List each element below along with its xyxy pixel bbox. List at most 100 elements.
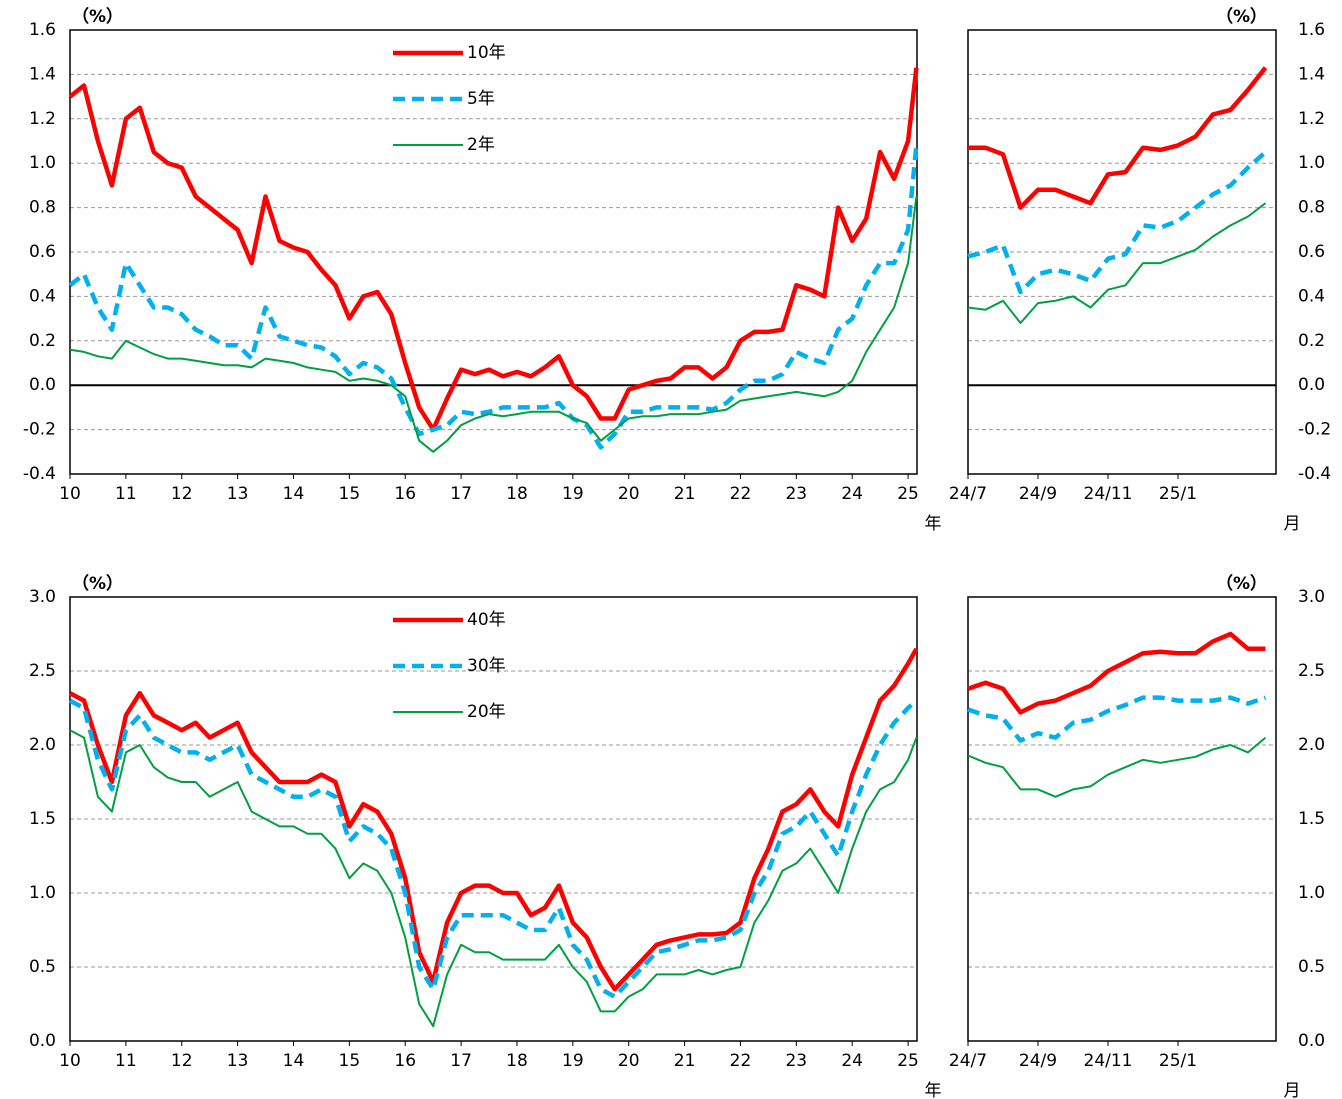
y-tick-label: 1.6 xyxy=(1298,20,1325,40)
y-tick-label: 0.5 xyxy=(29,957,56,977)
y-tick-label: 2.5 xyxy=(29,661,56,681)
y-unit: （%） xyxy=(72,6,123,27)
x-tick-label: 24/7 xyxy=(949,484,987,504)
plot-frame xyxy=(69,596,918,1042)
y-tick-label: 1.0 xyxy=(29,153,56,173)
x-tick-label: 10 xyxy=(59,484,81,504)
y-tick-label: 0.2 xyxy=(1298,331,1325,351)
x-tick-label: 10 xyxy=(59,1051,81,1071)
legend-label: 2年 xyxy=(467,135,495,155)
x-tick-label: 23 xyxy=(785,484,807,504)
y-tick-label: 1.0 xyxy=(29,883,56,903)
x-tick-label: 14 xyxy=(283,1051,305,1071)
legend-label: 5年 xyxy=(467,89,495,109)
x-tick-label: 15 xyxy=(339,1051,361,1071)
x-tick-label: 24/9 xyxy=(1019,1051,1057,1071)
y-tick-label: 2.5 xyxy=(1298,661,1325,681)
series-line xyxy=(967,202,1267,324)
y-tick-label: 1.4 xyxy=(1298,64,1325,84)
x-tick-label: 18 xyxy=(506,484,528,504)
x-tick-label: 14 xyxy=(283,484,305,504)
x-tick-label: 17 xyxy=(450,1051,472,1071)
y-tick-label: 0.4 xyxy=(1298,286,1325,306)
series-line xyxy=(69,196,918,453)
x-tick-label: 13 xyxy=(227,1051,249,1071)
series-line xyxy=(68,67,919,432)
x-tick-label: 19 xyxy=(562,484,584,504)
y-unit: （%） xyxy=(72,573,123,594)
y-unit: （%） xyxy=(1216,573,1267,594)
x-tick-label: 24 xyxy=(841,1051,863,1071)
x-tick-label: 18 xyxy=(506,1051,528,1071)
x-tick-label: 22 xyxy=(730,484,752,504)
plot-frame xyxy=(967,29,1277,475)
x-tick-label: 13 xyxy=(227,484,249,504)
x-tick-label: 24/11 xyxy=(1084,1051,1133,1071)
x-tick-label: 16 xyxy=(394,484,416,504)
series-line xyxy=(68,647,919,992)
y-tick-label: 1.2 xyxy=(29,109,56,129)
y-tick-label: -0.2 xyxy=(1298,420,1331,440)
series-line xyxy=(68,145,919,450)
x-tick-label: 25 xyxy=(897,1051,919,1071)
y-unit: （%） xyxy=(1216,6,1267,27)
x-tick-label: 11 xyxy=(115,1051,137,1071)
series-line xyxy=(967,695,1267,743)
y-tick-label: 2.0 xyxy=(1298,735,1325,755)
x-tick-label: 21 xyxy=(674,1051,696,1071)
y-tick-label: 1.5 xyxy=(29,809,56,829)
x-tick-label: 19 xyxy=(562,1051,584,1071)
y-tick-label: 0.0 xyxy=(29,375,56,395)
y-tick-label: 0.4 xyxy=(29,286,56,306)
y-tick-label: 1.0 xyxy=(1298,153,1325,173)
x-tick-label: 24/9 xyxy=(1019,484,1057,504)
y-tick-label: 2.0 xyxy=(29,735,56,755)
y-tick-label: 1.5 xyxy=(1298,809,1325,829)
y-tick-label: 0.6 xyxy=(1298,242,1325,262)
series-line xyxy=(968,66,1268,210)
legend-label: 40年 xyxy=(467,610,506,630)
legend-label: 30年 xyxy=(467,656,506,676)
series-line xyxy=(68,698,918,999)
y-tick-label: 0.0 xyxy=(29,1031,56,1051)
x-tick-label: 11 xyxy=(115,484,137,504)
x-tick-label: 20 xyxy=(618,484,640,504)
legend-label: 20年 xyxy=(467,702,506,722)
x-unit: 年 xyxy=(925,514,942,534)
y-tick-label: 0.8 xyxy=(29,198,56,218)
x-tick-label: 25/1 xyxy=(1159,1051,1197,1071)
x-tick-label: 20 xyxy=(618,1051,640,1071)
x-unit: 年 xyxy=(925,1081,942,1099)
x-tick-label: 17 xyxy=(450,484,472,504)
y-tick-label: 3.0 xyxy=(29,587,56,607)
x-tick-label: 24 xyxy=(841,484,863,504)
series-line xyxy=(69,729,918,1028)
y-tick-label: 1.4 xyxy=(29,64,56,84)
series-line xyxy=(967,736,1267,798)
y-tick-label: 1.6 xyxy=(29,20,56,40)
y-tick-label: -0.4 xyxy=(23,464,56,484)
x-tick-label: 16 xyxy=(394,1051,416,1071)
y-tick-label: 0.8 xyxy=(1298,198,1325,218)
x-tick-label: 23 xyxy=(785,1051,807,1071)
x-tick-label: 22 xyxy=(730,1051,752,1071)
x-tick-label: 21 xyxy=(674,484,696,504)
y-tick-label: 3.0 xyxy=(1298,587,1325,607)
y-tick-label: 0.5 xyxy=(1298,957,1325,977)
x-tick-label: 25 xyxy=(897,484,919,504)
y-tick-label: 0.2 xyxy=(29,331,56,351)
y-tick-label: -0.4 xyxy=(1298,464,1331,484)
legend-label: 10年 xyxy=(467,43,506,63)
x-tick-label: 24/11 xyxy=(1084,484,1133,504)
x-unit: 月 xyxy=(1284,1081,1301,1099)
y-tick-label: 0.0 xyxy=(1298,1031,1325,1051)
y-tick-label: 1.0 xyxy=(1298,883,1325,903)
series-line xyxy=(967,631,1266,715)
x-tick-label: 25/1 xyxy=(1159,484,1197,504)
y-tick-label: 0.0 xyxy=(1298,375,1325,395)
y-tick-label: 0.6 xyxy=(29,242,56,262)
x-tick-label: 24/7 xyxy=(949,1051,987,1071)
y-tick-label: -0.2 xyxy=(23,420,56,440)
y-tick-label: 1.2 xyxy=(1298,109,1325,129)
